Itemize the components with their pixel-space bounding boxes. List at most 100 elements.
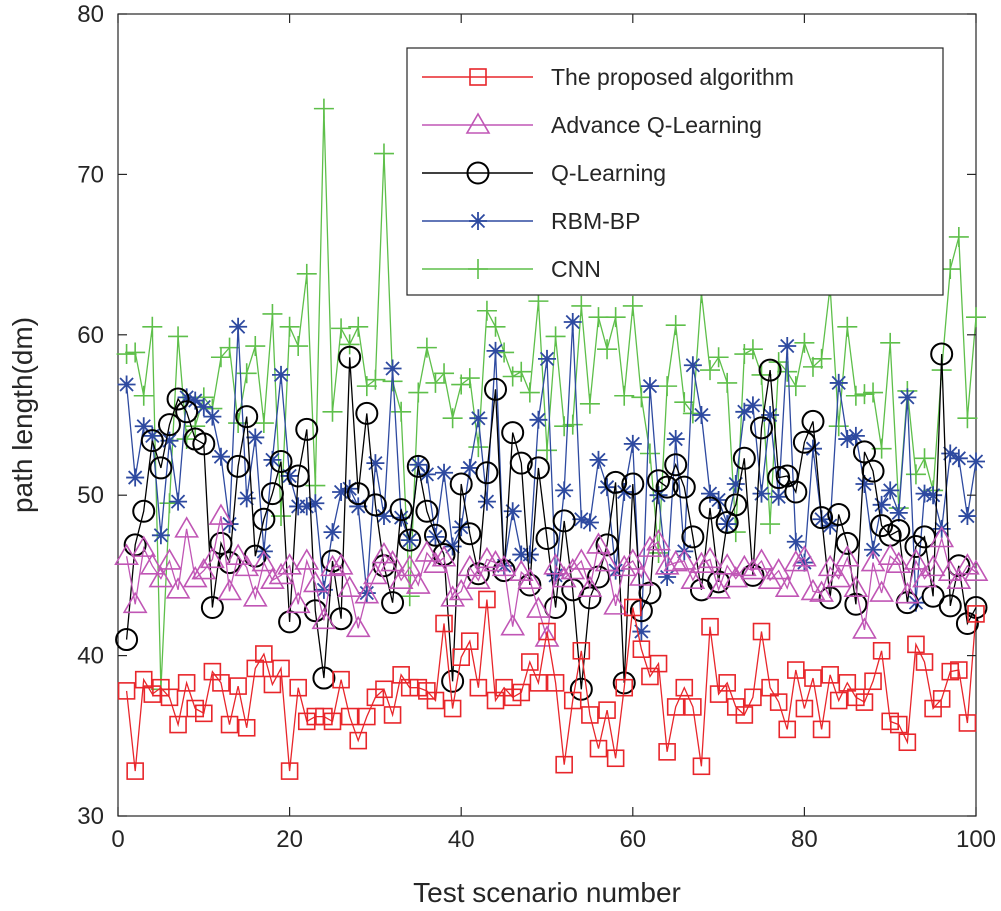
data-point (501, 421, 525, 445)
data-point (718, 674, 736, 692)
data-point (588, 307, 609, 328)
data-point (639, 443, 660, 464)
data-point (551, 566, 577, 588)
data-point (752, 622, 771, 641)
data-point (526, 456, 550, 480)
data-point (963, 559, 989, 581)
data-point (509, 451, 533, 475)
data-point (229, 317, 248, 336)
data-point (889, 715, 908, 734)
data-point (834, 545, 860, 567)
data-point (774, 575, 800, 598)
legend-marker (468, 259, 488, 279)
data-point (810, 506, 834, 530)
data-point (252, 507, 276, 531)
data-point (182, 566, 208, 588)
data-point (321, 549, 344, 573)
data-point (855, 474, 874, 493)
data-point (894, 582, 920, 604)
data-point (761, 406, 780, 424)
data-point (339, 334, 360, 355)
data-point (614, 385, 635, 406)
data-point (348, 316, 369, 337)
data-point (657, 376, 678, 397)
data-point (726, 474, 745, 493)
series-line-cnn (126, 108, 977, 690)
data-point (792, 430, 816, 454)
data-point (332, 670, 350, 689)
data-point (425, 372, 446, 393)
data-point (212, 674, 230, 692)
data-point (313, 98, 334, 119)
data-point (597, 339, 618, 360)
data-point (872, 641, 891, 660)
data-point (571, 295, 592, 316)
data-point (915, 653, 934, 671)
data-point (443, 699, 462, 718)
data-point (381, 591, 405, 615)
data-point (743, 396, 762, 415)
x-tick-label: 100 (956, 826, 996, 853)
data-point (280, 466, 299, 485)
data-point (658, 743, 676, 761)
data-point (845, 385, 866, 406)
data-point (423, 523, 447, 547)
data-point (623, 434, 642, 453)
data-point (272, 365, 291, 384)
data-point (331, 318, 352, 339)
data-point (338, 345, 362, 369)
data-point (262, 303, 283, 324)
data-point (880, 332, 901, 353)
data-point (538, 622, 556, 641)
data-point (784, 480, 808, 504)
data-point (800, 578, 826, 601)
data-point (459, 368, 480, 389)
data-point (966, 307, 986, 328)
data-point (778, 337, 797, 356)
data-point (302, 570, 328, 593)
data-point (586, 532, 611, 554)
data-point (491, 554, 517, 577)
data-point (621, 472, 645, 496)
data-point (912, 566, 937, 588)
data-point (689, 551, 714, 573)
data-point (165, 577, 191, 599)
data-point (272, 659, 290, 678)
data-point (260, 482, 284, 506)
y-tick-label: 50 (77, 482, 104, 509)
data-point (749, 548, 774, 570)
data-point (683, 356, 702, 375)
data-point (640, 377, 659, 396)
data-point (286, 464, 310, 488)
data-point (177, 674, 196, 692)
data-point (752, 484, 771, 503)
data-point (958, 714, 977, 732)
data-point (435, 614, 453, 633)
data-point (126, 468, 145, 487)
data-point (655, 475, 679, 499)
data-point (554, 416, 575, 437)
data-point (863, 382, 884, 403)
data-point (701, 617, 719, 636)
data-point (666, 430, 685, 449)
data-point (637, 535, 663, 557)
data-point (907, 635, 925, 654)
data-point (117, 375, 136, 394)
data-point (545, 326, 566, 347)
data-point (801, 409, 825, 433)
data-point (122, 591, 148, 614)
data-point (903, 548, 929, 570)
x-tick-label: 80 (791, 826, 818, 853)
data-point (913, 525, 937, 549)
data-point (511, 361, 532, 382)
legend-marker (469, 68, 487, 86)
data-point (877, 543, 903, 565)
data-point (929, 525, 955, 548)
data-point (920, 554, 946, 577)
data-point (389, 498, 413, 522)
data-point (802, 356, 823, 377)
data-point (572, 641, 591, 660)
data-point (469, 678, 488, 697)
legend: The proposed algorithm Advance Q-Learning… (406, 47, 944, 296)
data-point (666, 698, 685, 716)
